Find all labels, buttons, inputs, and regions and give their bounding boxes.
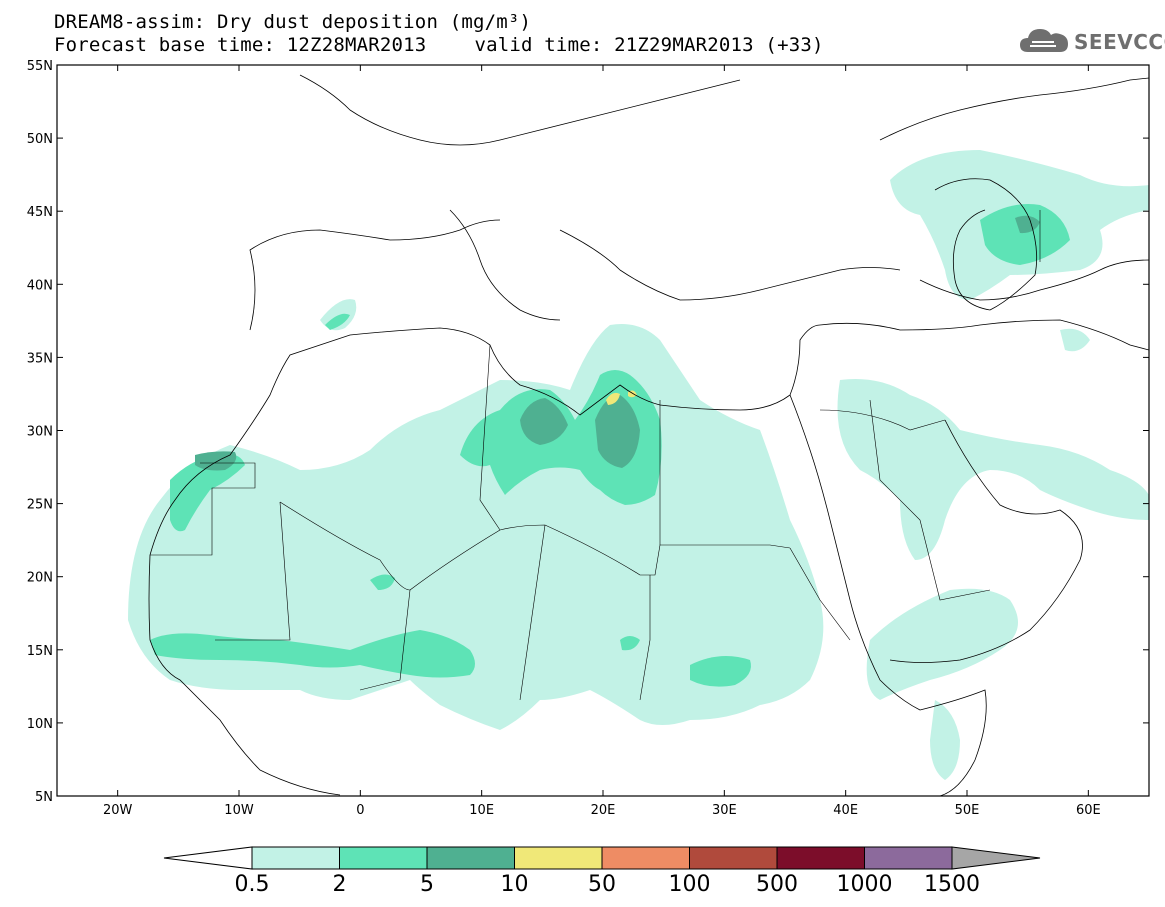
colorbar-under-arrow [163, 846, 253, 870]
colorbar-segment [251, 846, 340, 870]
axis-ticks [57, 64, 1149, 797]
lon-tick-label: 20E [591, 803, 616, 818]
colorbar-label: 0.5 [235, 872, 270, 897]
colorbar-segment [601, 846, 690, 870]
colorbar-label: 1500 [924, 872, 980, 897]
longitude-labels: 20W 10W 0 10E 20E 30E 40E 50E 60E [103, 803, 1101, 818]
colorbar-segments [251, 846, 953, 870]
lon-tick-label: 10E [469, 803, 494, 818]
colorbar-segment [689, 846, 778, 870]
lat-tick-label: 35N [27, 351, 53, 366]
lon-tick-label: 30E [712, 803, 737, 818]
lat-tick-label: 45N [27, 205, 53, 220]
lat-tick-label: 15N [27, 644, 53, 659]
latitude-labels: 55N 50N 45N 40N 35N 30N 25N 20N 15N 10N 5N [27, 59, 53, 805]
lat-tick-label: 30N [27, 425, 53, 440]
deposition-band-5 [195, 215, 1040, 471]
forecast-times: Forecast base time: 12Z28MAR2013 valid ti… [54, 35, 824, 56]
lon-tick-label: 20W [103, 803, 133, 818]
lon-tick-label: 0 [356, 803, 364, 818]
colorbar-label: 2 [333, 872, 347, 897]
colorbar-segment [426, 846, 515, 870]
colorbar-label: 100 [669, 872, 711, 897]
colorbar: 0.5 2 5 10 50 100 500 1000 1500 [163, 846, 1041, 897]
lat-tick-label: 25N [27, 498, 53, 513]
borders [150, 210, 1041, 701]
lat-tick-label: 50N [27, 132, 53, 147]
lon-tick-label: 40E [833, 803, 858, 818]
colorbar-segment [339, 846, 428, 870]
colorbar-label: 500 [756, 872, 798, 897]
logo-text: SEEVCCC [1074, 30, 1165, 54]
valid-time-label: valid time: 21Z29MAR2013 (+33) [474, 34, 824, 56]
colorbar-labels: 0.5 2 5 10 50 100 500 1000 1500 [235, 872, 981, 897]
cloud-icon [1020, 29, 1068, 52]
lat-tick-label: 5N [35, 790, 53, 805]
lat-tick-label: 10N [27, 717, 53, 732]
colorbar-label: 5 [420, 872, 434, 897]
colorbar-segment [776, 846, 865, 870]
colorbar-segment [864, 846, 953, 870]
seevccc-logo: SEEVCCC [1018, 24, 1165, 58]
dust-field [128, 74, 1149, 796]
lon-tick-label: 10W [224, 803, 254, 818]
colorbar-label: 10 [501, 872, 529, 897]
map-title: DREAM8-assim: Dry dust deposition (mg/m³… [54, 11, 532, 33]
lat-tick-label: 55N [27, 59, 53, 74]
lat-tick-label: 20N [27, 571, 53, 586]
base-time-label: Forecast base time: 12Z28MAR2013 [54, 34, 427, 56]
lon-tick-label: 60E [1076, 803, 1101, 818]
colorbar-label: 1000 [837, 872, 893, 897]
colorbar-segment [514, 846, 603, 870]
colorbar-label: 50 [588, 872, 616, 897]
lon-tick-label: 50E [955, 803, 980, 818]
colorbar-over-arrow [951, 846, 1041, 870]
lat-tick-label: 40N [27, 278, 53, 293]
coastlines [148, 74, 1149, 796]
